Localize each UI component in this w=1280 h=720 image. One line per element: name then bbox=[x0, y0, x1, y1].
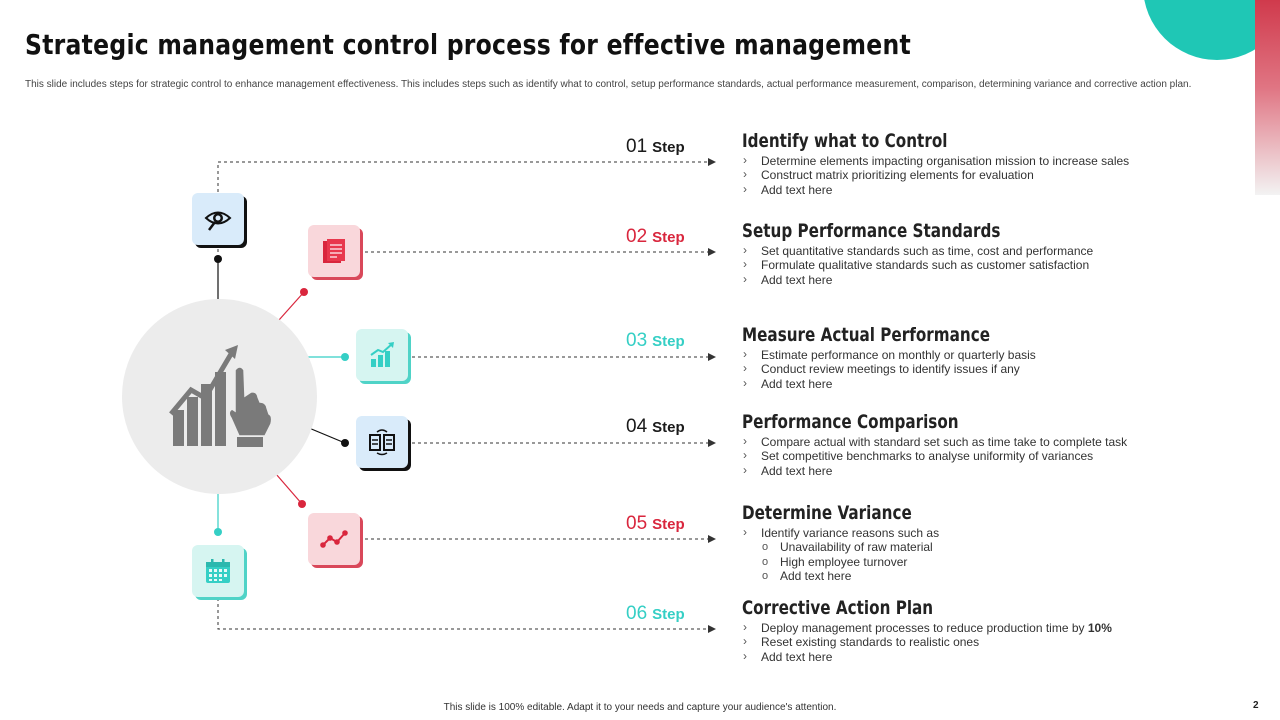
step-02-block: Setup Performance Standards Set quantita… bbox=[742, 220, 1212, 287]
step-05-tile bbox=[308, 513, 360, 565]
step-04-title: Performance Comparison bbox=[742, 411, 959, 433]
step-03-bullets: Estimate performance on monthly or quart… bbox=[742, 347, 1212, 391]
connector-dot-02 bbox=[300, 288, 308, 296]
bullet: Estimate performance on monthly or quart… bbox=[742, 347, 1212, 362]
step-03-title: Measure Actual Performance bbox=[742, 324, 991, 346]
bullet: Compare actual with standard set such as… bbox=[742, 434, 1212, 449]
slide-title: Strategic management control process for… bbox=[25, 28, 911, 61]
bullet: Add text here bbox=[742, 272, 1212, 287]
step-06-tile bbox=[192, 545, 244, 597]
slide-footer: This slide is 100% editable. Adapt it to… bbox=[443, 702, 837, 713]
bullet: Add text here bbox=[742, 649, 1212, 664]
step-04-bullets: Compare actual with standard set such as… bbox=[742, 434, 1212, 478]
corner-decoration-bar bbox=[1255, 0, 1280, 195]
connector-dot-03 bbox=[341, 353, 349, 361]
step-04-block: Performance Comparison Compare actual wi… bbox=[742, 411, 1212, 478]
step-06-label: 06 Step bbox=[626, 603, 685, 624]
bullet: Reset existing standards to realistic on… bbox=[742, 634, 1212, 649]
step-01-bullets: Determine elements impacting organisatio… bbox=[742, 153, 1212, 197]
step-02-bullets: Set quantitative standards such as time,… bbox=[742, 243, 1212, 287]
compare-icon bbox=[369, 429, 395, 456]
eye-icon bbox=[204, 211, 232, 231]
connector-dot-04 bbox=[341, 439, 349, 447]
document-icon bbox=[323, 239, 345, 263]
step-02-title: Setup Performance Standards bbox=[742, 220, 1001, 242]
emphasis-value: 10% bbox=[1087, 621, 1112, 635]
bullet: Add text here bbox=[742, 376, 1212, 391]
step-01-label: 01 Step bbox=[626, 136, 685, 157]
connector-dot-01 bbox=[214, 255, 222, 263]
connector-dot-05 bbox=[298, 500, 306, 508]
step-05-bullets: Identify variance reasons such as Unavai… bbox=[742, 525, 1212, 584]
step-05-block: Determine Variance Identify variance rea… bbox=[742, 502, 1212, 583]
bullet: Conduct review meetings to identify issu… bbox=[742, 361, 1212, 376]
sub-bullet: Add text here bbox=[742, 569, 1212, 584]
bullet: Construct matrix prioritizing elements f… bbox=[742, 167, 1212, 182]
slide-subtitle: This slide includes steps for strategic … bbox=[25, 79, 1192, 90]
connector-step-06 bbox=[217, 598, 716, 633]
line-graph-icon bbox=[320, 530, 348, 548]
growth-chart-icon bbox=[370, 342, 394, 367]
page-number: 2 bbox=[1253, 700, 1259, 711]
sub-bullet: Unavailability of raw material bbox=[742, 540, 1212, 555]
step-04-tile bbox=[356, 416, 408, 468]
bullet: Set quantitative standards such as time,… bbox=[742, 243, 1212, 258]
step-06-bullets: Deploy management processes to reduce pr… bbox=[742, 620, 1212, 664]
bullet: Add text here bbox=[742, 463, 1212, 478]
connector-hub-05 bbox=[275, 473, 303, 505]
connector-hub-02 bbox=[278, 291, 305, 321]
step-03-block: Measure Actual Performance Estimate perf… bbox=[742, 324, 1212, 391]
step-06-block: Corrective Action Plan Deploy management… bbox=[742, 597, 1212, 664]
step-05-label: 05 Step bbox=[626, 513, 685, 534]
step-01-block: Identify what to Control Determine eleme… bbox=[742, 130, 1212, 197]
bullet: Add text here bbox=[742, 182, 1212, 197]
sub-bullet: High employee turnover bbox=[742, 555, 1212, 570]
step-03-label: 03 Step bbox=[626, 330, 685, 351]
bullet: Identify variance reasons such as bbox=[742, 525, 1212, 540]
bullet: Formulate qualitative standards such as … bbox=[742, 257, 1212, 272]
step-05-title: Determine Variance bbox=[742, 502, 912, 524]
growth-hand-icon bbox=[169, 345, 273, 447]
step-02-label: 02 Step bbox=[626, 226, 685, 247]
bullet: Set competitive benchmarks to analyse un… bbox=[742, 448, 1212, 463]
connector-hub-04 bbox=[308, 427, 346, 444]
step-02-tile bbox=[308, 225, 360, 277]
bullet: Deploy management processes to reduce pr… bbox=[742, 620, 1212, 635]
step-06-title: Corrective Action Plan bbox=[742, 597, 934, 619]
step-04-label: 04 Step bbox=[626, 416, 685, 437]
step-01-title: Identify what to Control bbox=[742, 130, 948, 152]
step-01-tile bbox=[192, 193, 244, 245]
bullet: Determine elements impacting organisatio… bbox=[742, 153, 1212, 168]
calendar-icon bbox=[206, 559, 230, 583]
connector-dot-06 bbox=[214, 528, 222, 536]
step-03-tile bbox=[356, 329, 408, 381]
